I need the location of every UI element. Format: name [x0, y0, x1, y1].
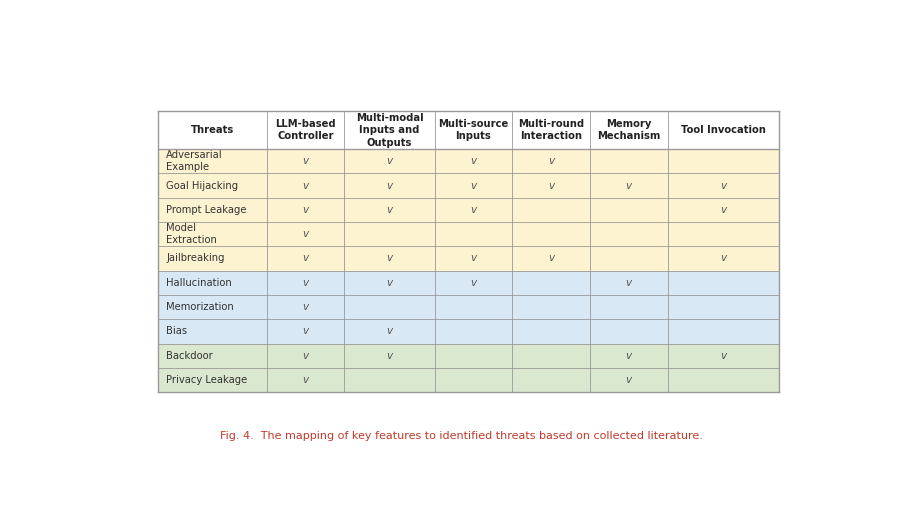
Text: v: v — [470, 156, 477, 166]
Text: v: v — [303, 180, 309, 191]
Text: v: v — [721, 180, 726, 191]
Text: v: v — [721, 205, 726, 215]
Text: v: v — [303, 375, 309, 385]
Text: v: v — [625, 278, 632, 288]
Bar — [158, 368, 779, 392]
Text: Hallucination: Hallucination — [167, 278, 232, 288]
Text: v: v — [387, 205, 393, 215]
Text: v: v — [387, 326, 393, 336]
Text: v: v — [625, 351, 632, 361]
Text: Tool Invocation: Tool Invocation — [681, 125, 766, 135]
Text: Adversarial
Example: Adversarial Example — [167, 150, 223, 172]
Text: v: v — [625, 375, 632, 385]
Text: v: v — [387, 156, 393, 166]
Text: Privacy Leakage: Privacy Leakage — [167, 375, 248, 385]
Bar — [158, 295, 779, 319]
Text: v: v — [303, 278, 309, 288]
Text: v: v — [303, 302, 309, 312]
Text: Goal Hijacking: Goal Hijacking — [167, 180, 239, 191]
Text: v: v — [303, 326, 309, 336]
Text: Backdoor: Backdoor — [167, 351, 214, 361]
Text: v: v — [387, 253, 393, 264]
Text: Jailbreaking: Jailbreaking — [167, 253, 225, 264]
Text: Memorization: Memorization — [167, 302, 234, 312]
Text: v: v — [548, 180, 554, 191]
Text: Fig. 4.  The mapping of key features to identified threats based on collected li: Fig. 4. The mapping of key features to i… — [221, 431, 703, 440]
Text: Bias: Bias — [167, 326, 187, 336]
Text: Prompt Leakage: Prompt Leakage — [167, 205, 247, 215]
Bar — [158, 343, 779, 368]
Text: v: v — [470, 180, 477, 191]
Text: Multi-source
Inputs: Multi-source Inputs — [438, 119, 508, 141]
Text: v: v — [548, 156, 554, 166]
Text: v: v — [470, 253, 477, 264]
Text: Threats: Threats — [191, 125, 234, 135]
Text: v: v — [625, 180, 632, 191]
Text: v: v — [721, 253, 726, 264]
Bar — [158, 198, 779, 222]
Text: v: v — [548, 253, 554, 264]
Text: v: v — [387, 278, 393, 288]
Text: LLM-based
Controller: LLM-based Controller — [276, 119, 336, 141]
Text: Model
Extraction: Model Extraction — [167, 223, 217, 245]
Text: v: v — [470, 205, 477, 215]
Text: v: v — [303, 253, 309, 264]
Bar — [158, 149, 779, 173]
Bar — [158, 271, 779, 295]
Bar — [158, 111, 779, 149]
Text: v: v — [721, 351, 726, 361]
Text: v: v — [303, 205, 309, 215]
Text: v: v — [387, 351, 393, 361]
Text: Multi-modal
Inputs and
Outputs: Multi-modal Inputs and Outputs — [356, 113, 423, 148]
Bar — [158, 246, 779, 271]
Text: v: v — [387, 180, 393, 191]
Text: Multi-round
Interaction: Multi-round Interaction — [518, 119, 584, 141]
Text: Memory
Mechanism: Memory Mechanism — [597, 119, 660, 141]
Text: v: v — [303, 351, 309, 361]
Text: v: v — [470, 278, 477, 288]
Text: v: v — [303, 229, 309, 239]
Bar — [158, 222, 779, 246]
Text: v: v — [303, 156, 309, 166]
Bar — [158, 173, 779, 198]
Bar — [158, 319, 779, 343]
